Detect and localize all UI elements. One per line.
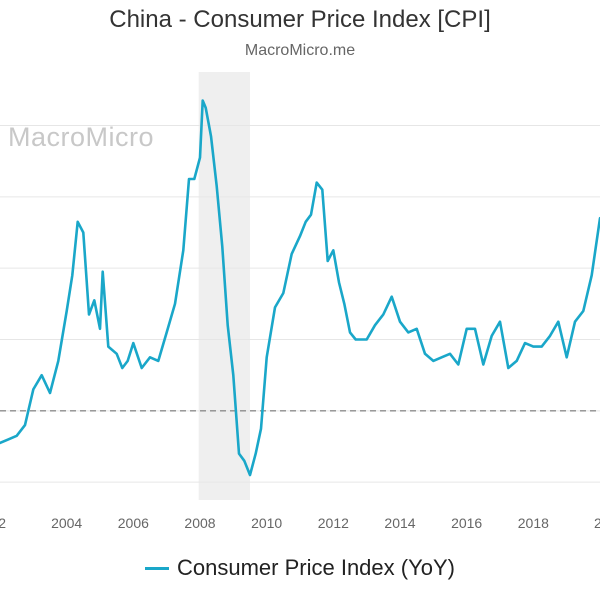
x-tick-label: 2018 — [518, 515, 549, 531]
x-tick-label: 2012 — [318, 515, 349, 531]
chart-subtitle: MacroMicro.me — [244, 42, 356, 59]
legend-label: Consumer Price Index (YoY) — [177, 555, 455, 580]
chart-title: China - Consumer Price Index [CPI] — [109, 6, 491, 33]
x-tick-label: 2004 — [51, 515, 82, 531]
legend[interactable]: Consumer Price Index (YoY) — [0, 555, 600, 581]
x-tick-label: 2008 — [184, 515, 215, 531]
x-tick-label: 2 — [0, 515, 6, 531]
series-layer — [0, 99, 600, 477]
x-tick-label: 2016 — [451, 515, 482, 531]
x-tick-label: 2010 — [251, 515, 282, 531]
x-tick-label: 2 — [594, 515, 600, 531]
legend-swatch — [145, 566, 169, 570]
x-tick-label: 2014 — [384, 515, 415, 531]
x-axis-ticks: 2 2004 2006 2008 2010 2012 2014 2016 2018 2 — [0, 515, 600, 531]
x-tick-label: 2006 — [118, 515, 149, 531]
series-line-cpi-yoy — [0, 99, 600, 477]
watermark-logo: MacroMicro — [8, 122, 155, 152]
gridlines-layer — [0, 125, 600, 483]
